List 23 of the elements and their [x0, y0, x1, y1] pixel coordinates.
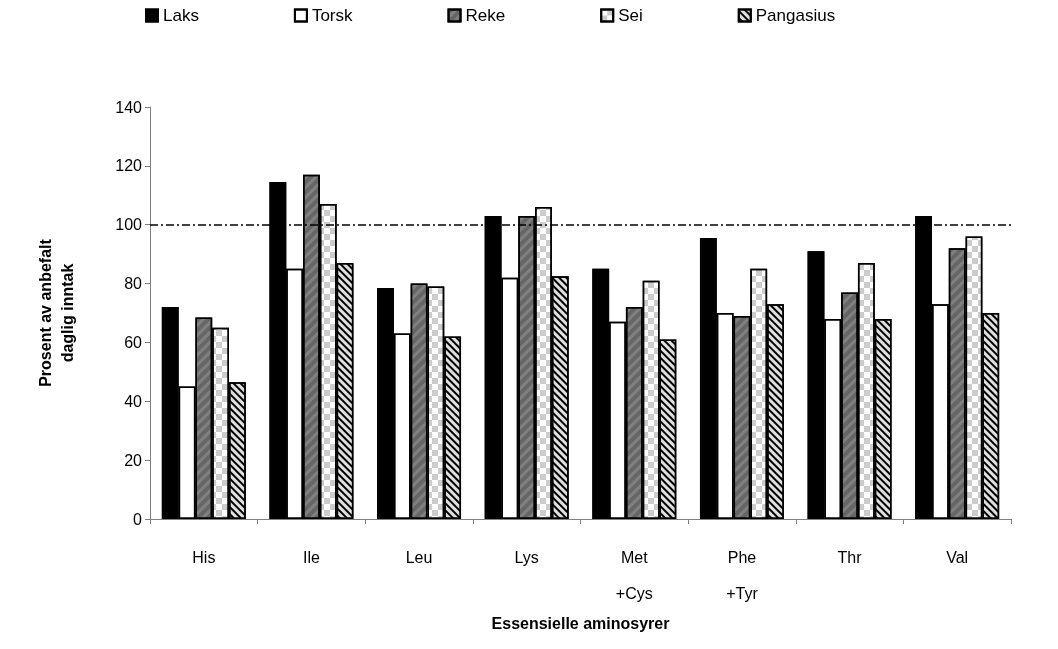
y-tick-label: 20: [124, 451, 143, 469]
x-tick-label: His: [192, 548, 216, 566]
x-tick-label: Leu: [405, 548, 433, 566]
y-tick-label: 100: [115, 216, 143, 234]
legend-label: Laks: [163, 6, 199, 25]
legend-label: Pangasius: [755, 6, 836, 25]
y-tick-label: 120: [115, 157, 143, 175]
y-tick-label: 140: [115, 98, 143, 116]
legend-label: Sei: [618, 6, 643, 25]
x-axis-title: Essensielle aminosyrer: [491, 615, 670, 633]
y-tick-label: 80: [124, 275, 143, 293]
y-tick-label: 40: [124, 392, 143, 410]
x-tick-label: Phe +Tyr: [726, 548, 759, 602]
x-tick-label: Val: [946, 548, 969, 566]
legend-label: Reke: [465, 6, 506, 25]
y-tick-label: 60: [124, 333, 143, 351]
x-tick-label: Thr: [837, 548, 863, 566]
y-axis-title: Prosent av anbefalt daglig inntak: [36, 238, 76, 387]
legend-label: Torsk: [311, 6, 354, 25]
x-tick-label: Lys: [514, 548, 539, 566]
y-tick-label: 0: [133, 510, 143, 528]
x-tick-label: Ile: [302, 548, 320, 566]
x-tick-label: Met +Cys: [615, 548, 653, 602]
